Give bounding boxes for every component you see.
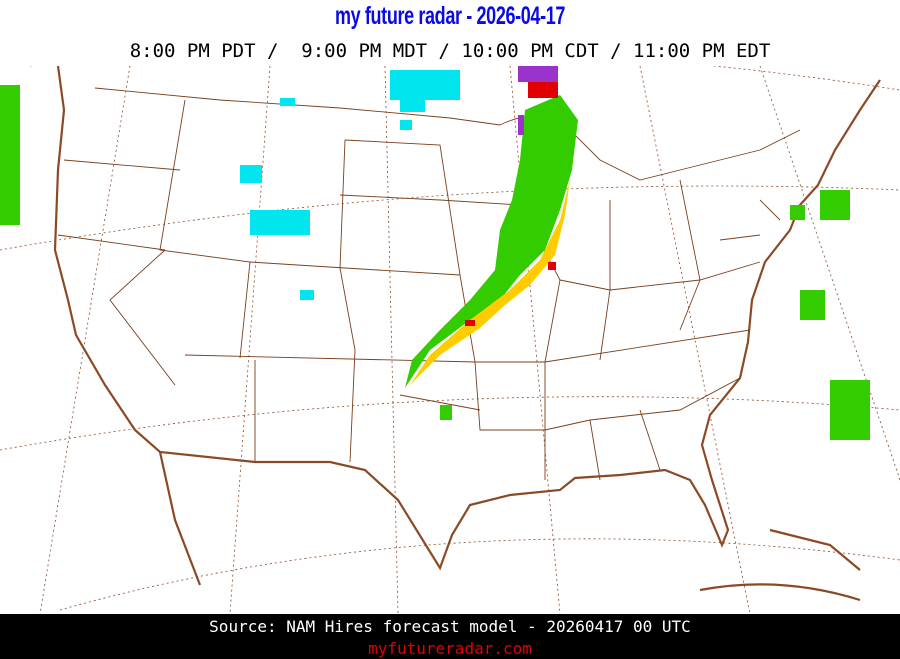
graticule [0,66,900,614]
footer: Source: NAM Hires forecast model - 20260… [0,614,900,659]
source-text: Source: NAM Hires forecast model - 20260… [209,617,691,636]
site-link[interactable]: myfutureradar.com [368,639,532,658]
radar-heavy [410,180,570,385]
forecast-time: 8:00 PM PDT / 9:00 PM MDT / 10:00 PM CDT… [129,40,771,62]
radar-map [0,66,900,614]
coastline [53,66,881,602]
radar-snow [240,70,460,300]
radar-mix [518,66,558,135]
page-title: my future radar - 2026-04-17 [334,2,566,30]
radar-rain [0,85,870,440]
state-borders [57,87,801,481]
radar-intense [465,80,558,326]
